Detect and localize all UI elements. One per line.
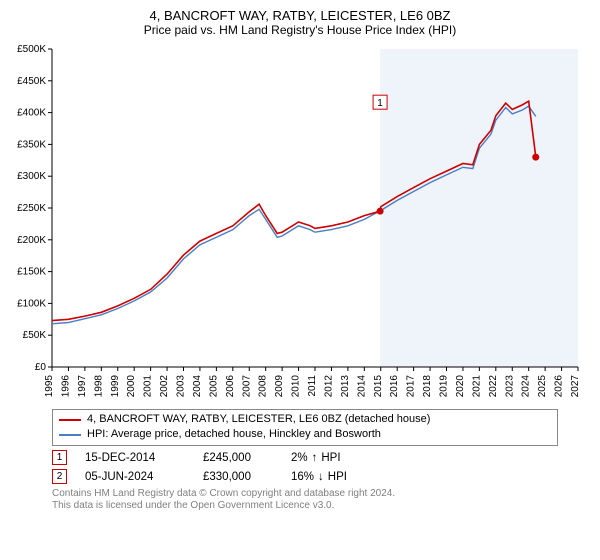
svg-text:£200K: £200K [17,235,46,246]
svg-text:2018: 2018 [422,375,433,398]
svg-text:2021: 2021 [471,375,482,398]
svg-text:1: 1 [377,98,383,109]
svg-text:1999: 1999 [110,375,121,398]
transaction-date: 05-JUN-2024 [85,471,185,483]
transaction-diff: 2% ↑ HPI [291,452,381,464]
svg-text:1997: 1997 [77,375,88,398]
svg-text:2011: 2011 [307,375,318,397]
transactions: 1 15-DEC-2014 £245,000 2% ↑ HPI 2 05-JUN… [52,450,558,484]
footnote-line: Contains HM Land Registry data © Crown c… [52,488,558,500]
svg-text:2023: 2023 [504,375,515,398]
svg-text:2020: 2020 [455,375,466,398]
legend: 4, BANCROFT WAY, RATBY, LEICESTER, LE6 0… [52,409,558,446]
legend-swatch-blue [59,434,81,436]
svg-text:1998: 1998 [93,375,104,398]
svg-text:2016: 2016 [389,375,400,398]
svg-text:2013: 2013 [340,375,351,398]
svg-text:2014: 2014 [356,375,367,398]
svg-text:2025: 2025 [537,375,548,398]
line-chart-svg: £0 £50K £100K £150K £200K £250K £300K £350K £400… [8,43,592,403]
svg-text:2008: 2008 [258,375,269,398]
svg-text:£0: £0 [35,362,47,373]
svg-text:2024: 2024 [521,375,532,398]
transaction-badge: 1 [52,450,67,465]
svg-text:£300K: £300K [17,171,46,182]
svg-text:2012: 2012 [323,375,334,398]
footnote-line: This data is licensed under the Open Gov… [52,500,558,512]
svg-text:£400K: £400K [17,108,46,119]
svg-text:£450K: £450K [17,76,46,87]
svg-text:2003: 2003 [176,375,187,398]
svg-text:2027: 2027 [570,375,581,398]
legend-item-hpi: HPI: Average price, detached house, Hinc… [59,427,551,442]
svg-text:2019: 2019 [439,375,450,398]
svg-text:2026: 2026 [554,375,565,398]
svg-text:2009: 2009 [274,375,285,398]
transaction-badge: 2 [52,469,67,484]
svg-text:£50K: £50K [23,330,47,341]
chart-container: 4, BANCROFT WAY, RATBY, LEICESTER, LE6 0… [0,0,600,560]
chart-subtitle: Price paid vs. HM Land Registry's House … [8,23,592,37]
transaction-row: 2 05-JUN-2024 £330,000 16% ↓ HPI [52,469,558,484]
arrow-up-icon: ↑ [312,452,318,464]
svg-text:2022: 2022 [488,375,499,398]
svg-text:£350K: £350K [17,139,46,150]
legend-item-property: 4, BANCROFT WAY, RATBY, LEICESTER, LE6 0… [59,412,551,427]
svg-text:2004: 2004 [192,375,203,398]
legend-label: 4, BANCROFT WAY, RATBY, LEICESTER, LE6 0… [87,412,430,427]
svg-text:2000: 2000 [126,375,137,398]
footnote: Contains HM Land Registry data © Crown c… [52,488,558,512]
chart-area: £0 £50K £100K £150K £200K £250K £300K £350K £400… [8,43,592,403]
svg-text:2005: 2005 [208,375,219,398]
arrow-down-icon: ↓ [318,471,324,483]
svg-text:2007: 2007 [241,375,252,398]
svg-text:2006: 2006 [225,375,236,398]
svg-text:2015: 2015 [373,375,384,398]
svg-text:£250K: £250K [17,203,46,214]
svg-text:£500K: £500K [17,44,46,55]
transaction-diff: 16% ↓ HPI [291,471,381,483]
svg-text:2017: 2017 [406,375,417,398]
legend-swatch-red [59,419,81,421]
svg-text:2002: 2002 [159,375,170,398]
svg-text:2001: 2001 [143,375,154,398]
transaction-price: £245,000 [203,452,273,464]
chart-title: 4, BANCROFT WAY, RATBY, LEICESTER, LE6 0… [8,8,592,23]
svg-text:1996: 1996 [60,375,71,398]
transaction-row: 1 15-DEC-2014 £245,000 2% ↑ HPI [52,450,558,465]
transaction-date: 15-DEC-2014 [85,452,185,464]
legend-label: HPI: Average price, detached house, Hinc… [87,427,381,442]
svg-text:£150K: £150K [17,267,46,278]
svg-text:£100K: £100K [17,298,46,309]
transaction-price: £330,000 [203,471,273,483]
svg-text:2010: 2010 [291,375,302,398]
svg-text:1995: 1995 [44,375,55,398]
